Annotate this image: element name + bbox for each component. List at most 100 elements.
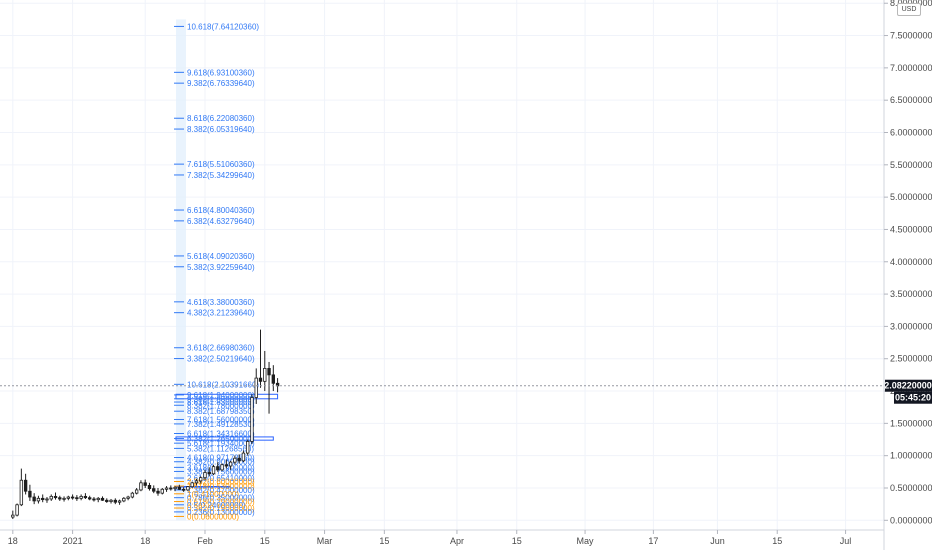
- fib-level-label: 1.382(0.47000000): [187, 486, 255, 495]
- fib-level-label: 4.618(0.97173660): [187, 453, 255, 462]
- fib-level-label: 4.382(3.21239640): [187, 309, 255, 318]
- fib-level-label: 8.382(1.78000000): [187, 401, 255, 410]
- fib-level-label: 5.618(4.09020360): [187, 252, 255, 261]
- fib-level-label: 1.618(0.53000000): [187, 482, 255, 491]
- fib-level-label: 5.382(3.92259640): [187, 263, 255, 272]
- fib-level-label: 6.382(1.26500000): [187, 435, 255, 444]
- y-tick-label: 0.50000000: [890, 483, 932, 493]
- candle-body: [23, 479, 28, 492]
- candle-body: [271, 374, 275, 384]
- fib-level-label: 3.382(2.50219640): [187, 355, 255, 364]
- candle-body: [92, 498, 96, 501]
- candle-body: [70, 496, 75, 499]
- candle-body: [246, 441, 250, 454]
- x-tick-label: Jul: [840, 536, 852, 546]
- candle-body: [237, 457, 241, 462]
- grid: [0, 0, 884, 530]
- candle-body: [194, 480, 199, 484]
- candle-body: [109, 499, 113, 502]
- fib-level-label: 7.382(1.49128530): [187, 420, 255, 429]
- y-tick-label: 7.50000000: [890, 31, 932, 41]
- candle-body: [207, 472, 211, 475]
- last-price-tag: 2.08220000: [884, 379, 932, 392]
- candle-body: [100, 497, 105, 501]
- fib-level-label: 8.382(6.05319640): [187, 125, 255, 134]
- fib-level-label: 7.382(5.34299640): [187, 171, 255, 180]
- fib-level-label: 3.618(2.66980360): [187, 344, 255, 353]
- price-tags: 2.08220000 05:45:20: [884, 379, 932, 404]
- fib-level-label: 0.5(0.24000000): [187, 501, 246, 510]
- candle-body: [263, 368, 267, 382]
- candle-body: [216, 466, 220, 471]
- fib-level-label: 6.618(1.34316600): [187, 429, 255, 438]
- candle-body: [105, 499, 109, 502]
- fib-level-label: 8.618(1.83000000): [187, 398, 255, 407]
- x-tick-label: 15: [379, 536, 389, 546]
- candles: [11, 329, 280, 520]
- candle-body: [66, 496, 71, 499]
- candle-body: [83, 495, 88, 499]
- fib-anchor-band: [176, 19, 186, 521]
- time-axis[interactable]: 18 2021 18 Feb 15 Mar 15 Apr 15 May 17 Jun 15 Jul: [8, 530, 852, 546]
- x-tick-label: Jun: [710, 536, 725, 546]
- fib-level-label: 9.618(6.93100360): [187, 68, 255, 77]
- candle-body: [126, 496, 130, 499]
- fib-level-label: 6.382(4.63279640): [187, 217, 255, 226]
- candle-body: [28, 490, 32, 498]
- fib-level-label: 8.618(6.22080360): [187, 114, 255, 123]
- y-tick-label: 3.50000000: [890, 289, 932, 299]
- fib-level-label: 0(0.06000000): [187, 512, 239, 521]
- candle-body: [113, 499, 117, 503]
- candle-body: [147, 485, 152, 490]
- fib-level-label: 0.618(0.29000000): [187, 498, 255, 507]
- candle-body: [45, 498, 49, 501]
- countdown-value: 05:45:20: [895, 393, 931, 403]
- fib-level-label: 2.618(0.65410000): [187, 474, 255, 483]
- countdown-tag-bg: [894, 391, 932, 404]
- fib-level-label: 10.618(2.10391660): [187, 380, 259, 389]
- fib-level-label: 5.618(1.19340000): [187, 439, 255, 448]
- y-tick-label: 6.50000000: [890, 95, 932, 105]
- fib-level-label: 6.618(4.80040360): [187, 206, 255, 215]
- candle-body: [199, 477, 203, 482]
- fib-level-label: 9.382(6.76339640): [187, 79, 255, 88]
- candle-body: [267, 368, 271, 376]
- candle-body: [75, 497, 79, 500]
- x-tick-label: 18: [140, 536, 150, 546]
- candle-body: [122, 497, 126, 502]
- x-tick-label: 18: [8, 536, 18, 546]
- x-tick-label: 15: [260, 536, 270, 546]
- candle-body: [160, 488, 164, 494]
- fib-level-label: 7.618(1.56000000): [187, 415, 255, 424]
- fib-level-label: 3.382(0.75600000): [187, 467, 255, 476]
- candle-body: [152, 488, 156, 492]
- currency-badge[interactable]: USD: [897, 3, 921, 16]
- zone-box[interactable]: [175, 393, 279, 400]
- candle-body: [203, 472, 207, 479]
- fibonacci-levels[interactable]: 10.618(7.64120360) 9.618(6.93100360) 9.382…: [174, 22, 259, 521]
- candle-body: [11, 514, 15, 518]
- countdown-tag: 05:45:20: [894, 391, 932, 404]
- fib-level-label: 0.382(0.19000000): [187, 504, 255, 513]
- candle-body: [186, 486, 190, 491]
- y-tick-label: 5.50000000: [890, 160, 932, 170]
- candle-body: [36, 497, 41, 502]
- x-tick-label: Mar: [317, 536, 333, 546]
- fib-level-label: 5.382(1.11268560): [187, 444, 254, 453]
- candle-body: [241, 452, 246, 462]
- candle-body: [53, 495, 58, 499]
- candle-body: [79, 495, 83, 499]
- candle-body: [62, 497, 66, 500]
- candle-body: [220, 464, 224, 471]
- fib-level-label: 2.382(0.60000000): [187, 478, 255, 487]
- candle-body: [177, 486, 182, 490]
- candle-body: [130, 492, 135, 498]
